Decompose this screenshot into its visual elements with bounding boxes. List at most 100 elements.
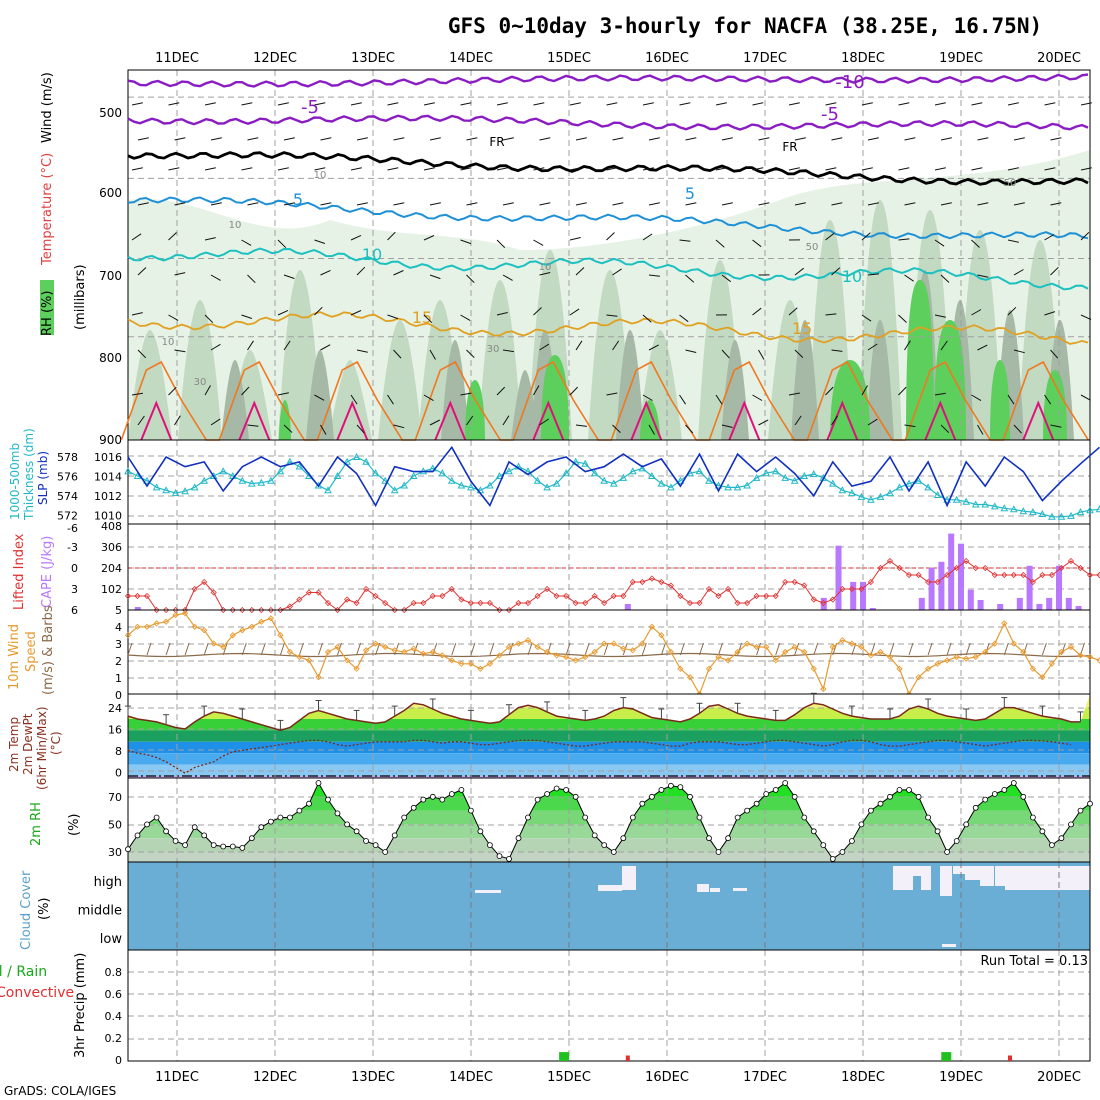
isotherm-25: [1022, 400, 1055, 441]
cloud-gap: [942, 944, 956, 947]
wind-speed-marker: [305, 657, 313, 664]
slp-left-tick: 576: [57, 471, 78, 484]
rh-marker: [1068, 821, 1074, 828]
wind-speed-marker: [686, 674, 694, 681]
rh-marker: [486, 842, 493, 848]
wind-speed-marker: [562, 653, 570, 661]
thickness-marker: [638, 464, 647, 472]
precip-panel: 0.8 0.6 0.4 0.2 0: [105, 949, 1091, 1067]
upper-wind-barb: [210, 202, 222, 206]
lifted-index-marker: [382, 599, 389, 607]
slp-left-tick: 574: [57, 490, 78, 503]
rh-marker: [725, 835, 731, 842]
upper-wind-barb: [861, 385, 868, 396]
wind-speed-marker: [477, 665, 484, 672]
cloud-gap: [921, 866, 931, 890]
upper-wind-barb: [971, 394, 982, 402]
upper-wind-barb: [539, 272, 551, 276]
thickness-marker: [1000, 504, 1009, 512]
rh-marker: [963, 821, 970, 828]
upper-wind-barb: [466, 415, 474, 426]
cape-bar: [1065, 597, 1072, 610]
isotherm-neg10: [127, 73, 1089, 88]
lifted-index-marker: [848, 585, 855, 593]
wind-speed-marker: [191, 623, 198, 630]
rh-marker: [868, 807, 874, 814]
upper-wind-barb: [247, 424, 259, 427]
lifted-index-marker: [344, 596, 351, 603]
upper-wind-barb: [168, 314, 179, 321]
upper-wind-barb: [1044, 234, 1055, 241]
lifted-index-marker: [963, 557, 970, 565]
upper-wind-barb: [496, 167, 508, 171]
upper-wind-barb: [575, 202, 587, 206]
rh-marker: [239, 845, 246, 851]
upper-wind-barb: [794, 202, 806, 206]
temp-tick: 24: [108, 702, 122, 715]
contour-label: 10: [539, 262, 552, 273]
lifted-index-marker: [410, 599, 417, 607]
wind-speed-marker: [486, 660, 494, 667]
upper-wind-barb: [934, 239, 945, 247]
upper-wind-barb: [569, 237, 581, 241]
wind-speed-marker: [267, 615, 275, 622]
thickness-marker: [143, 476, 151, 484]
wind-speed-marker: [715, 653, 722, 661]
wind-speed-marker: [896, 665, 903, 672]
upper-wind-barb: [204, 385, 211, 396]
slp-right-tick: 1010: [94, 510, 122, 523]
wind-speed-marker: [963, 655, 970, 662]
wind-speed-marker: [972, 653, 979, 661]
upper-wind-barb: [685, 274, 695, 283]
lifted-index-marker: [601, 599, 608, 607]
upper-wind-barb: [648, 274, 660, 277]
wind-speed-marker: [1020, 648, 1027, 656]
wind-speed-marker: [820, 685, 827, 693]
upper-ytick-label: 700: [99, 269, 122, 283]
upper-wind-barb: [174, 137, 186, 141]
thickness-marker: [724, 483, 732, 491]
wind-speed-marker: [258, 618, 265, 625]
wind-ylabel-2: Speed: [24, 631, 39, 672]
upper-wind-barb: [685, 349, 697, 353]
precip-ylabel-conv: Convective: [0, 985, 74, 1001]
cape-frame: [127, 523, 1091, 611]
upper-wind-barb: [752, 394, 763, 401]
lifted-index-marker: [1001, 571, 1008, 579]
top-date-labels: 11DEC 12DEC 13DEC 14DEC 15DEC 16DEC 17DEC 18DEC…: [155, 51, 1081, 66]
upper-wind-barb: [715, 102, 727, 106]
rh-marker: [601, 842, 608, 848]
li-tick: 6: [71, 604, 78, 617]
thickness-marker: [1057, 512, 1066, 520]
upper-air-panel: 500 600 700 800 900 -10 -5 -5 FR FR 5 5 10 10 15 15 10 10…: [99, 69, 1092, 447]
upper-wind-barb: [137, 267, 147, 276]
upper-wind-barb: [867, 137, 879, 141]
precip-ylabel-axis: 3hr Precip (mm): [73, 953, 88, 1058]
rh-wet-region: [465, 380, 485, 440]
upper-wind-barb: [1007, 239, 1019, 243]
thickness-marker: [657, 479, 666, 487]
wind-barb-10m: [260, 642, 266, 656]
lifted-index-marker: [124, 592, 132, 600]
upper-wind-barb: [1044, 167, 1056, 171]
upper-wind-barb: [350, 394, 358, 405]
precip-conv-bar: [625, 1055, 630, 1061]
thickness-marker: [533, 476, 542, 484]
wind-barb-10m: [641, 642, 647, 656]
rh-marker: [715, 849, 722, 855]
wind-barb-10m: [984, 642, 990, 656]
upper-wind-barb: [606, 314, 618, 317]
upper-wind-barb: [168, 167, 180, 171]
upper-wind-barb: [1013, 269, 1024, 276]
upper-wind-barb: [314, 306, 323, 316]
wind-tick: 2: [115, 655, 122, 668]
bottom-date-label: 17DEC: [743, 1070, 787, 1085]
wind-speed-marker: [734, 648, 741, 656]
thickness-marker: [886, 489, 894, 497]
thickness-marker: [324, 486, 332, 494]
isotherm-15: [127, 311, 1089, 345]
thickness-marker: [1067, 511, 1075, 519]
lifted-index-marker: [620, 592, 627, 600]
bottom-date-label: 15DEC: [547, 1070, 591, 1085]
thickness-marker: [552, 479, 561, 487]
